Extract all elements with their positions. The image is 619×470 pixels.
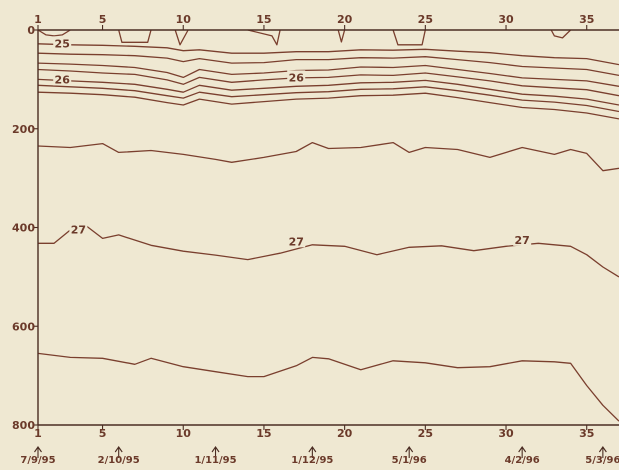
bottom-tick-label-10: 10 [176, 427, 192, 440]
top-tick-label-5: 5 [99, 13, 107, 26]
bottom-tick-label-30: 30 [498, 427, 514, 440]
top-tick-label-35: 35 [579, 13, 594, 26]
contour-line-8 [37, 141, 619, 172]
contour-label-bg-2 [53, 72, 72, 86]
top-tick-label-20: 20 [337, 13, 353, 26]
top-tick-label-15: 15 [256, 13, 271, 26]
contour-label-1: 25 [55, 37, 70, 50]
bottom-tick-label-15: 15 [256, 427, 271, 440]
surface-contour-6 [392, 29, 426, 46]
y-tick-label-800: 800 [12, 419, 35, 432]
date-arrow-4 [308, 446, 317, 458]
contour-line-7 [37, 91, 619, 120]
contour-labels-layer: 25 26 26 27 27 27 [53, 36, 532, 248]
bottom-tick-label-5: 5 [99, 427, 107, 440]
contour-label-bg-5 [287, 234, 306, 248]
bottom-tick-label-1: 1 [34, 427, 42, 440]
contour-label-6: 27 [515, 234, 530, 247]
contour-line-4 [37, 68, 619, 97]
contour-label-bg-3 [287, 70, 306, 84]
surface-features-layer [37, 29, 572, 46]
date-label-3: 1/11/95 [194, 455, 236, 466]
contour-label-3: 26 [289, 71, 305, 84]
date-arrow-1 [34, 446, 42, 458]
date-label-7: 5/3/96 [585, 455, 619, 466]
bottom-tick-label-35: 35 [579, 427, 594, 440]
contour-label-4: 27 [71, 223, 86, 236]
contour-label-bg-6 [513, 232, 532, 246]
y-tick-label-200: 200 [12, 123, 35, 136]
surface-contour-3 [174, 29, 189, 46]
contour-label-bg-1 [53, 36, 72, 50]
date-markers-layer: 7/9/95 2/10/95 1/11/95 1/12/95 5/1/96 4/2/96 5… [20, 446, 619, 466]
surface-contour-7 [550, 29, 572, 39]
date-label-5: 5/1/96 [392, 455, 427, 466]
date-label-1: 7/9/95 [20, 455, 55, 466]
date-label-2: 2/10/95 [98, 455, 140, 466]
bottom-tick-label-25: 25 [418, 427, 433, 440]
y-tick-label-400: 400 [12, 222, 35, 235]
date-arrow-7 [598, 446, 607, 458]
top-tick-label-1: 1 [34, 13, 42, 26]
date-arrow-6 [518, 446, 527, 458]
top-tick-label-25: 25 [418, 13, 433, 26]
contour-line-2 [37, 52, 619, 77]
date-arrow-5 [405, 446, 414, 458]
date-arrow-2 [114, 446, 123, 458]
contour-label-5: 27 [289, 235, 304, 248]
y-tick-label-0: 0 [27, 24, 35, 37]
contour-line-9 [38, 225, 619, 278]
surface-contour-1 [37, 29, 71, 37]
contour-line-5 [37, 78, 619, 106]
contour-label-bg-4 [69, 222, 88, 236]
surface-contour-5 [337, 29, 346, 43]
contour-line-1 [37, 43, 619, 66]
y-tick-label-600: 600 [12, 320, 35, 333]
surface-contour-4 [247, 29, 281, 46]
contour-line-10 [37, 352, 619, 422]
top-tick-label-30: 30 [498, 13, 514, 26]
axes-layer: 1155101015152020252530303535020040060080… [12, 13, 619, 440]
contour-label-2: 26 [55, 73, 71, 86]
surface-contour-2 [118, 29, 152, 43]
bottom-tick-label-20: 20 [337, 427, 353, 440]
contours-layer [37, 43, 619, 422]
contour-line-3 [37, 62, 619, 87]
contour-line-6 [37, 84, 619, 113]
date-arrow-3 [211, 446, 220, 458]
date-label-6: 4/2/96 [505, 455, 540, 466]
top-tick-label-10: 10 [176, 13, 192, 26]
date-label-4: 1/12/95 [291, 455, 333, 466]
